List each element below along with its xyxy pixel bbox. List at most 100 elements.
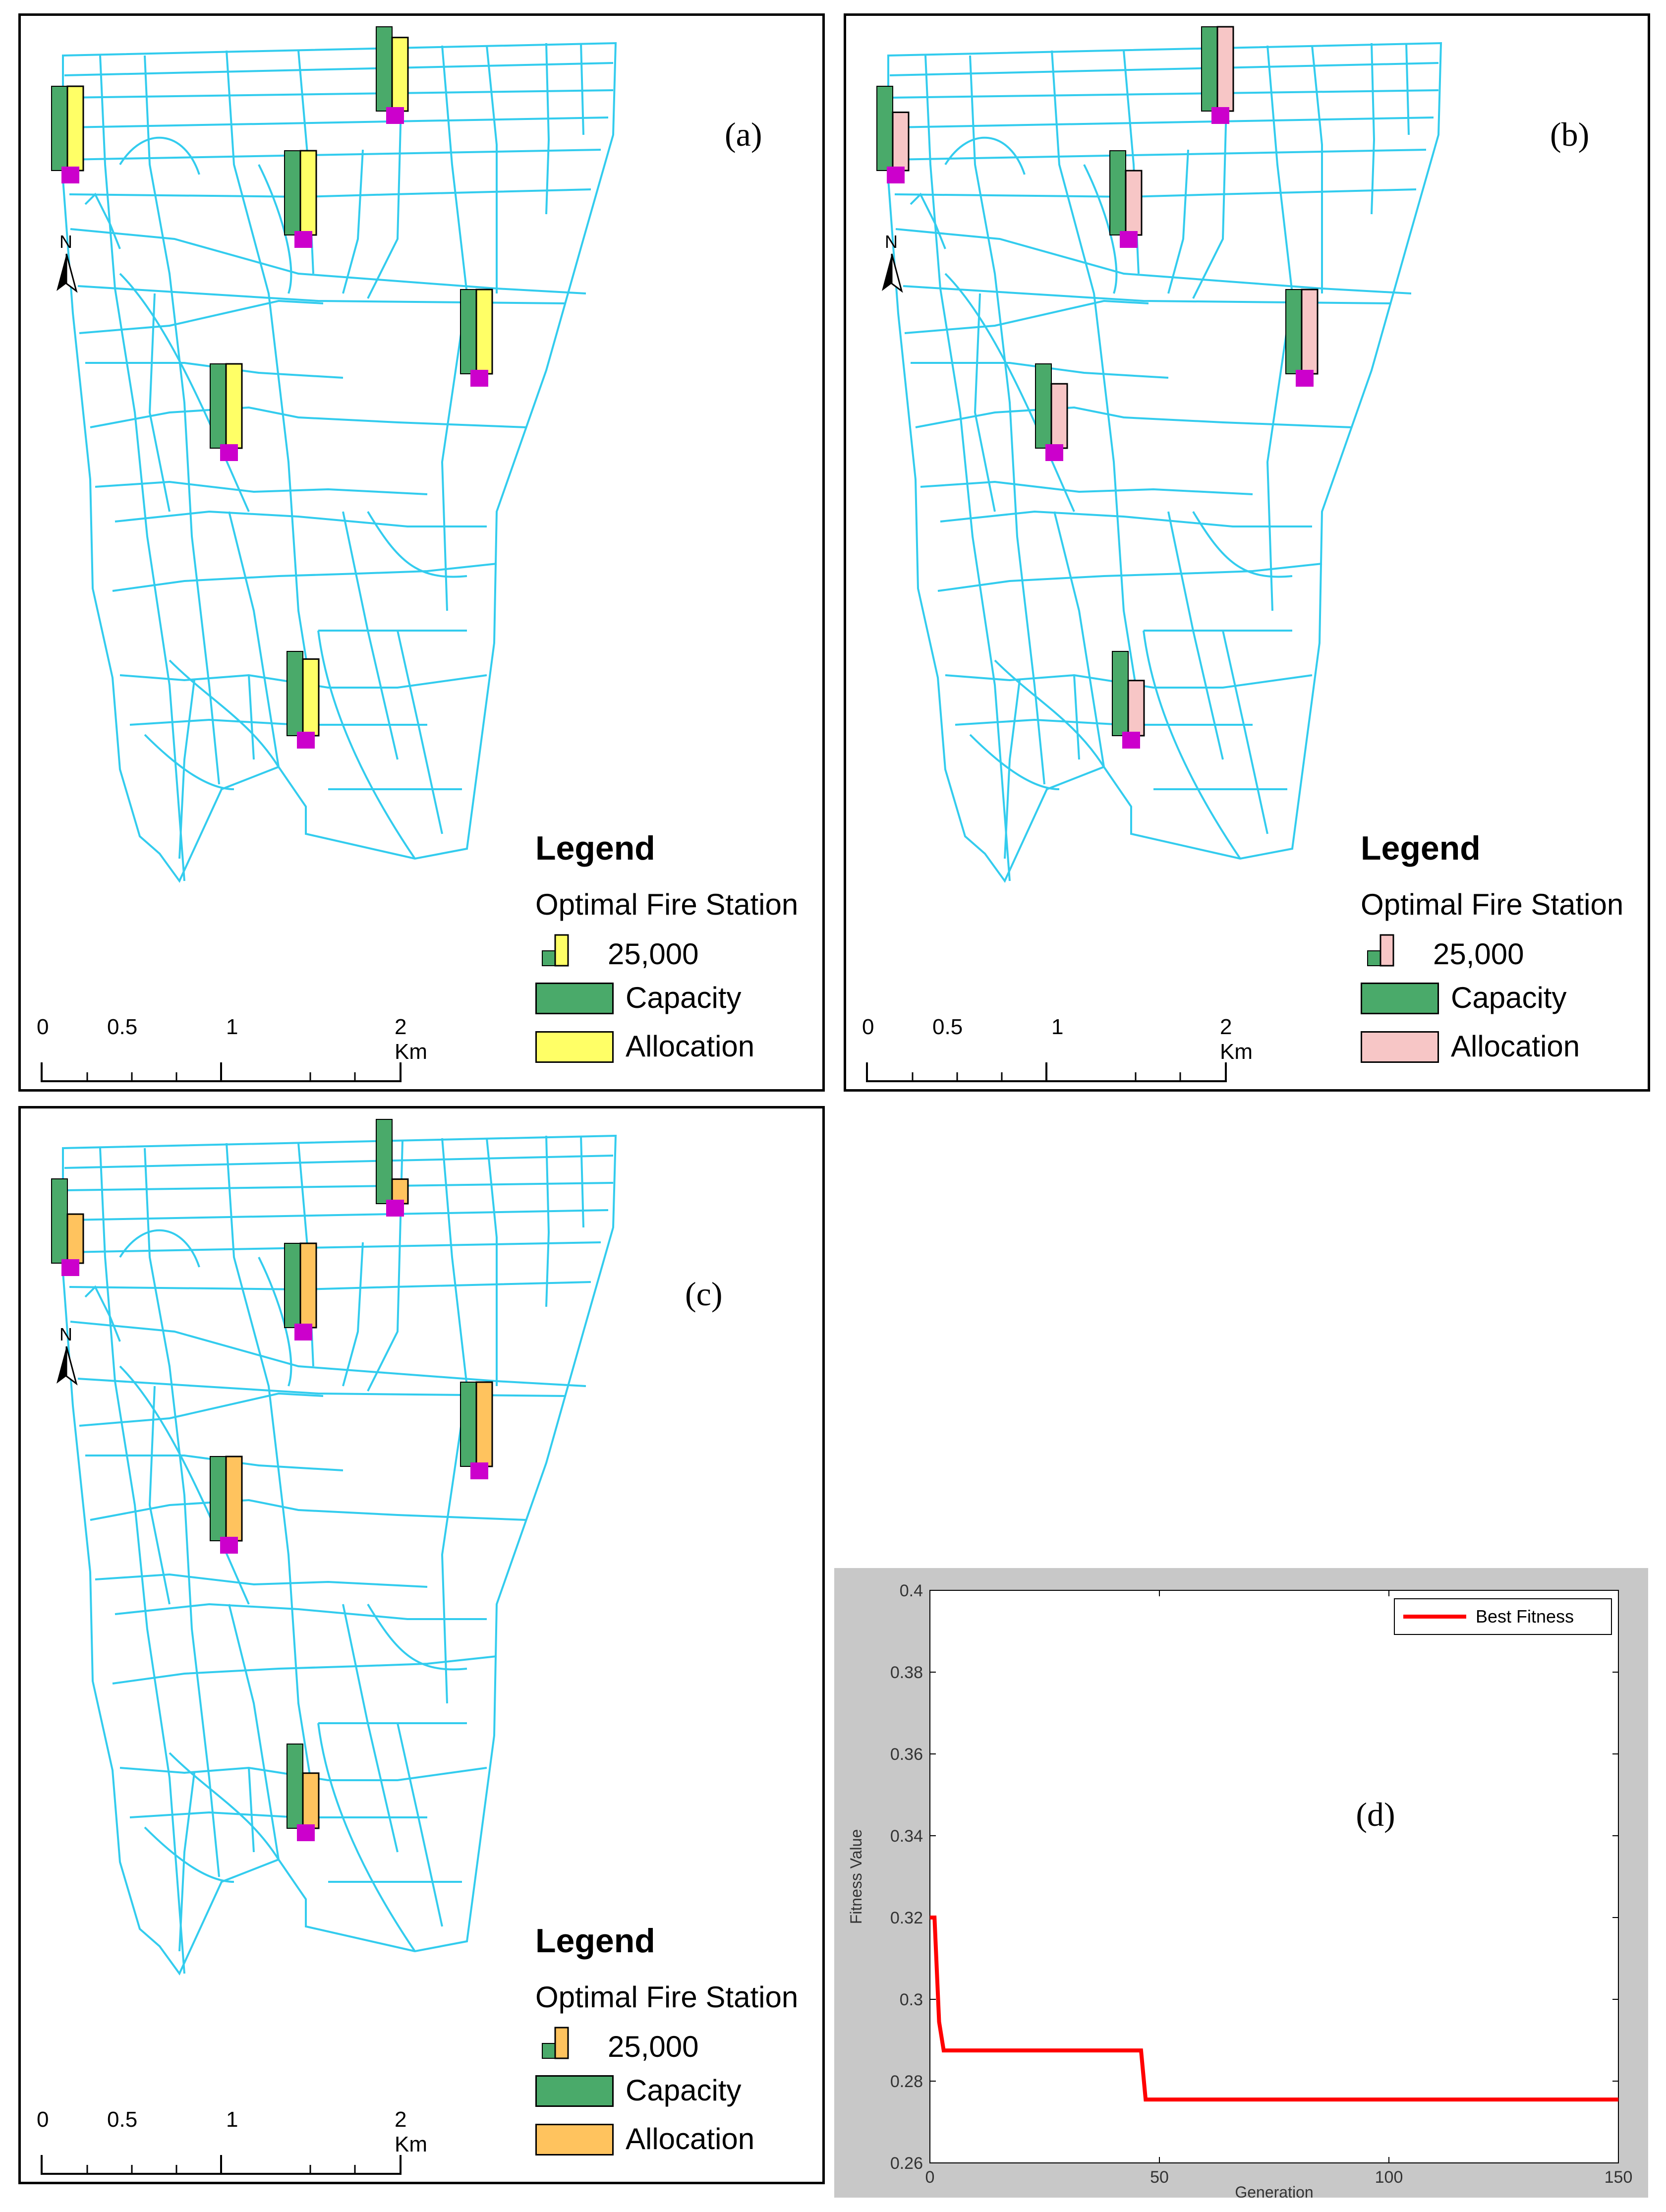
allocation-label: Allocation bbox=[626, 1030, 755, 1063]
map-panel-a: N (a) Legend Optimal Fire Station 25,000… bbox=[18, 13, 825, 1092]
legend-bar-symbol bbox=[1367, 934, 1394, 967]
road-segment bbox=[397, 1723, 443, 1927]
north-label: N bbox=[885, 232, 898, 252]
road-segment bbox=[1192, 511, 1293, 578]
road-segment bbox=[95, 1573, 428, 1588]
road-segment bbox=[90, 1499, 527, 1521]
road-segment bbox=[64, 62, 614, 76]
road-segment bbox=[397, 630, 443, 834]
road-segment bbox=[95, 480, 428, 495]
map-legend: Legend Optimal Fire Station 25,000 Capac… bbox=[517, 829, 822, 1089]
road-segment bbox=[148, 1386, 171, 1605]
scale-bar-line bbox=[866, 1062, 1227, 1082]
north-label: N bbox=[59, 232, 72, 252]
road-segment bbox=[144, 734, 234, 790]
y-tick-label: 0.32 bbox=[890, 1909, 923, 1927]
road-segment bbox=[148, 293, 171, 512]
station-marker bbox=[1045, 444, 1063, 461]
allocation-bar bbox=[892, 112, 910, 172]
roads bbox=[62, 42, 617, 883]
legend-bar-symbol bbox=[542, 934, 569, 967]
capacity-label: Capacity bbox=[626, 981, 742, 1014]
station-marker bbox=[386, 107, 404, 124]
allocation-bar bbox=[225, 363, 243, 449]
station-marker bbox=[1211, 107, 1229, 124]
panel-label: (b) bbox=[1550, 116, 1590, 153]
road-segment bbox=[342, 511, 399, 760]
scale-tick-label: 0.5 bbox=[107, 1015, 138, 1039]
series-line-best-fitness bbox=[930, 1916, 1618, 2102]
allocation-swatch bbox=[535, 1031, 614, 1063]
road-segment bbox=[920, 480, 1253, 495]
road-segment bbox=[119, 1229, 200, 1268]
allocation-bar bbox=[66, 1213, 84, 1264]
scale-bar: 0 0.5 1 2 Km bbox=[862, 1015, 1253, 1089]
capacity-bar bbox=[1285, 289, 1302, 374]
road-segment bbox=[129, 1811, 427, 1818]
panel-label: (c) bbox=[685, 1275, 723, 1313]
road-segment bbox=[915, 406, 1352, 428]
road-segment bbox=[228, 1604, 280, 1860]
map-panel-c: N (c) Legend Optimal Fire Station 25,000… bbox=[18, 1106, 825, 2184]
road-segment bbox=[342, 149, 364, 294]
road-segment bbox=[937, 563, 1322, 592]
station-marker bbox=[61, 1259, 79, 1276]
road-segment bbox=[893, 116, 1434, 128]
north-arrow-icon: N bbox=[57, 232, 78, 293]
allocation-bar bbox=[302, 1772, 320, 1829]
road-segment bbox=[969, 55, 1045, 785]
legend-subtitle: Optimal Fire Station bbox=[535, 888, 799, 921]
fire-station bbox=[1112, 651, 1145, 749]
scale-tick-label: 2 Km bbox=[395, 2107, 427, 2156]
roads bbox=[887, 42, 1442, 883]
scale-tick-label: 0 bbox=[37, 1015, 49, 1039]
capacity-swatch bbox=[1361, 983, 1439, 1014]
map-panel-b: N (b) Legend Optimal Fire Station 25,000… bbox=[844, 13, 1650, 1092]
capacity-bar bbox=[287, 1744, 303, 1829]
legend-title: Legend bbox=[535, 829, 655, 867]
panel-label: (a) bbox=[725, 116, 762, 153]
fire-station bbox=[210, 1455, 243, 1554]
fire-station bbox=[1109, 150, 1143, 248]
road-segment bbox=[144, 1148, 220, 1877]
scale-tick-label: 2 Km bbox=[395, 1015, 427, 1064]
road-segment bbox=[904, 299, 1149, 334]
road-segment bbox=[1311, 45, 1323, 293]
fire-station bbox=[376, 26, 409, 124]
panel-label: (d) bbox=[1356, 1796, 1395, 1833]
fitness-line-chart: 0.26 0.28 0.3 0.32 0.34 0.36 0.38 0.4 0 50 100 150 G… bbox=[847, 1581, 1633, 2198]
road-segment bbox=[115, 1603, 487, 1620]
scale-bar-line bbox=[41, 1062, 402, 1082]
scale-bar-line bbox=[41, 2155, 402, 2175]
road-segment bbox=[70, 228, 586, 294]
north-arrow-icon: N bbox=[882, 232, 903, 293]
road-segment bbox=[226, 1143, 319, 1828]
station-marker bbox=[61, 167, 79, 183]
road-segment bbox=[112, 563, 497, 592]
road-segment bbox=[90, 406, 527, 428]
roads bbox=[62, 1134, 617, 1976]
road-segment bbox=[994, 659, 1105, 768]
station-marker bbox=[220, 444, 238, 461]
road-network-map: N bbox=[51, 1119, 617, 1976]
legend-scale-value: 25,000 bbox=[608, 2030, 699, 2063]
road-network-map: N bbox=[51, 26, 617, 883]
road-segment bbox=[169, 659, 280, 768]
scale-tick-label: 1 bbox=[226, 2107, 238, 2132]
road-segment bbox=[62, 42, 617, 883]
road-segment bbox=[1405, 43, 1410, 135]
road-segment bbox=[70, 1321, 586, 1387]
road-segment bbox=[79, 1392, 324, 1427]
capacity-label: Capacity bbox=[626, 2074, 742, 2107]
plot-area bbox=[929, 1590, 1619, 2163]
fire-station bbox=[287, 1744, 320, 1841]
road-segment bbox=[895, 228, 1412, 294]
fire-station bbox=[1285, 289, 1319, 387]
road-segment bbox=[84, 1285, 121, 1342]
chart-legend: Best Fitness bbox=[1394, 1598, 1612, 1635]
capacity-bar bbox=[1112, 651, 1129, 736]
scale-bar: 0 0.5 1 2 Km bbox=[37, 1015, 427, 1089]
x-tick-label: 150 bbox=[1605, 2168, 1633, 2187]
station-marker bbox=[1122, 732, 1140, 749]
road-segment bbox=[342, 1604, 399, 1853]
